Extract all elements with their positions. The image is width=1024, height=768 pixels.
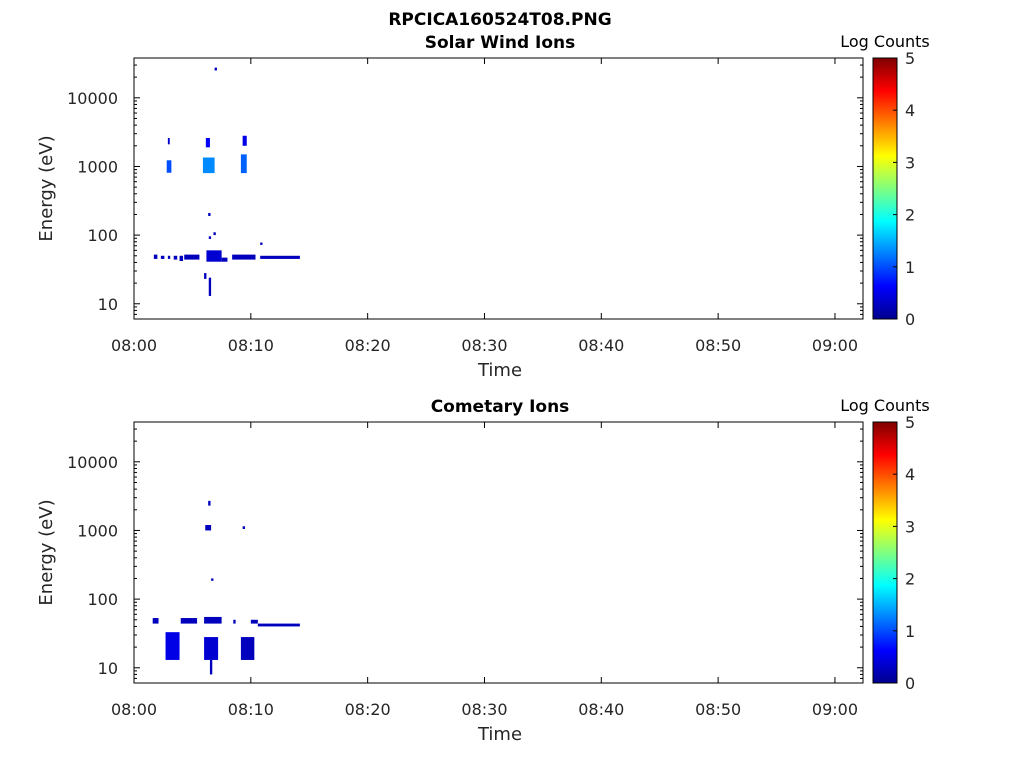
heatmap-cell	[173, 255, 178, 260]
heatmap-cell	[260, 255, 300, 259]
heatmap-cell	[242, 135, 247, 146]
heatmap-cell	[242, 526, 245, 530]
heatmap-cell	[202, 157, 215, 174]
heatmap-cell	[208, 277, 212, 296]
x-tick-label: 09:00	[812, 336, 858, 355]
y-tick-label: 10	[98, 659, 118, 678]
heatmap-cell	[257, 623, 300, 627]
heatmap-cell	[167, 255, 171, 259]
x-tick-label: 08:10	[228, 336, 274, 355]
heatmap-cell	[240, 637, 255, 660]
x-tick-label: 08:20	[345, 700, 391, 719]
y-tick-label: 10000	[67, 453, 118, 472]
colorbar-tick-label: 2	[905, 570, 915, 589]
heatmap-cell	[209, 659, 213, 675]
colorbar	[872, 57, 898, 320]
x-tick-label: 09:00	[812, 700, 858, 719]
x-tick-label: 08:40	[578, 700, 624, 719]
colorbar-tick-label: 1	[905, 258, 915, 277]
colorbar-tick-label: 0	[905, 310, 915, 329]
plot-area	[134, 58, 863, 319]
x-tick-label: 08:20	[345, 336, 391, 355]
heatmap-cell	[184, 254, 200, 260]
axes-frame	[133, 57, 864, 320]
colorbar-tick-label: 5	[905, 413, 915, 432]
y-tick-label: 1000	[77, 157, 118, 176]
x-tick-label: 08:40	[578, 336, 624, 355]
x-tick-label: 08:30	[461, 336, 507, 355]
x-tick-label: 08:50	[695, 700, 741, 719]
heatmap-cell	[213, 232, 216, 236]
y-tick-label: 10	[98, 295, 118, 314]
heatmap-cell	[165, 632, 180, 660]
heatmap-cell	[208, 236, 212, 239]
y-axis-label: Energy (eV)	[36, 135, 57, 241]
colorbar-tick-label: 2	[905, 206, 915, 225]
colorbar-tick-label: 5	[905, 49, 915, 68]
x-tick-label: 08:30	[461, 700, 507, 719]
plot-area	[134, 422, 863, 683]
panel-title: Cometary Ions	[431, 397, 570, 417]
heatmap-cell	[204, 616, 222, 624]
heatmap-cell	[152, 618, 159, 624]
heatmap-cell	[180, 618, 198, 624]
heatmap-cell	[260, 242, 263, 245]
heatmap-cell	[233, 619, 236, 624]
heatmap-cell	[166, 160, 172, 173]
colorbar-label: Log Counts	[840, 396, 930, 415]
heatmap-cell	[250, 619, 258, 624]
heatmap-cell	[160, 255, 165, 259]
colorbar-label: Log Counts	[840, 32, 930, 51]
panel-title: Solar Wind Ions	[425, 33, 576, 53]
figure-title: RPCICA160524T08.PNG	[388, 10, 611, 30]
heatmap-cell	[153, 254, 158, 259]
heatmap-cell	[232, 254, 256, 260]
heatmap-cell	[179, 255, 184, 261]
heatmap-cell	[211, 578, 214, 581]
heatmap-cell	[205, 525, 212, 531]
x-axis-label: Time	[477, 724, 522, 745]
y-tick-label: 1000	[77, 521, 118, 540]
heatmap-cell	[214, 67, 217, 71]
y-tick-label: 10000	[67, 89, 118, 108]
x-tick-label: 08:50	[695, 336, 741, 355]
x-tick-label: 08:00	[111, 700, 157, 719]
x-tick-label: 08:10	[228, 700, 274, 719]
colorbar-tick-label: 0	[905, 674, 915, 693]
y-tick-label: 100	[87, 226, 118, 245]
x-tick-label: 08:00	[111, 336, 157, 355]
colorbar-tick-label: 4	[905, 101, 915, 120]
panel-cometary-ions: Cometary Ions 08:00 08:10 08:20 08:30 08:40 08…	[36, 396, 930, 745]
axes-frame	[133, 421, 864, 684]
heatmap-cell	[208, 212, 211, 216]
colorbar-tick-label: 4	[905, 465, 915, 484]
heatmap-cell	[240, 154, 247, 174]
heatmap-cell	[208, 500, 211, 506]
heatmap-cell	[221, 257, 228, 262]
heatmap-cell	[167, 137, 170, 145]
colorbar	[872, 421, 898, 684]
heatmap-cell	[204, 637, 219, 660]
heatmap-cell	[205, 137, 210, 148]
heatmap-cell	[204, 273, 207, 279]
panel-solar-wind-ions: Solar Wind Ions 08:00 08:10 08:20 08:30 08:40…	[36, 32, 930, 381]
x-axis-label: Time	[477, 360, 522, 381]
y-tick-label: 100	[87, 590, 118, 609]
y-axis-label: Energy (eV)	[36, 499, 57, 605]
colorbar-tick-label: 1	[905, 622, 915, 641]
heatmap-cell	[206, 250, 222, 262]
colorbar-tick-label: 3	[905, 153, 915, 172]
colorbar-tick-label: 3	[905, 517, 915, 536]
